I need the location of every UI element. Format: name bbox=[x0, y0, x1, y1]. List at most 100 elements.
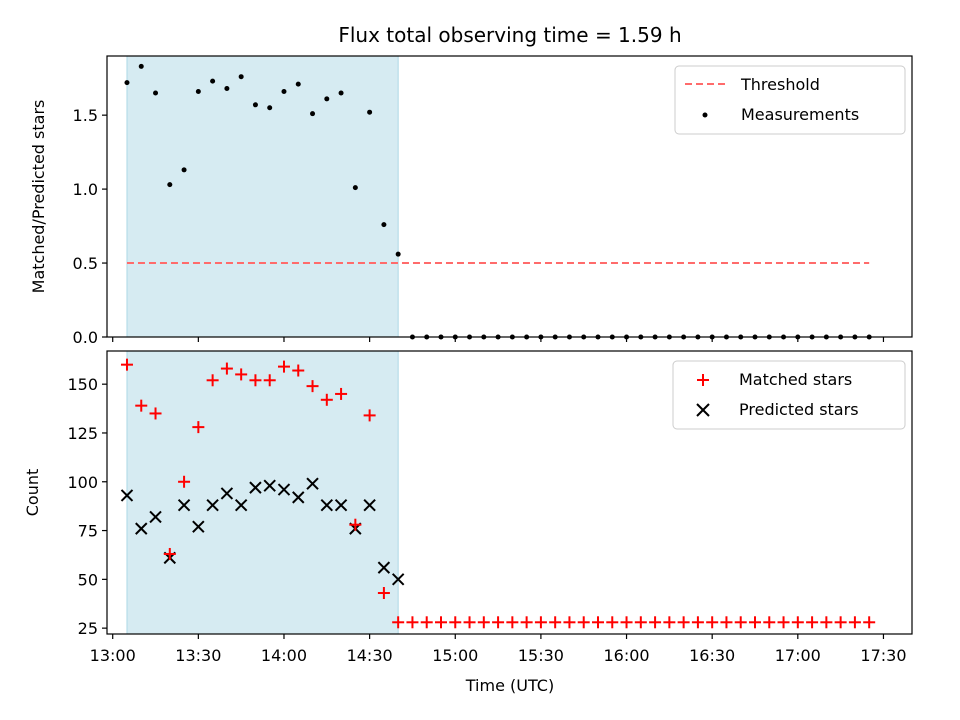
predicted-star-point bbox=[177, 498, 191, 512]
matched-star-point bbox=[748, 616, 761, 629]
measurement-point bbox=[352, 185, 358, 191]
x-tick-label: 15:30 bbox=[518, 646, 564, 665]
matched-star-point bbox=[649, 616, 662, 629]
bottom-y-axis-label: Count bbox=[23, 469, 42, 517]
y-tick-label: 1.5 bbox=[73, 106, 98, 125]
measurement-point bbox=[195, 88, 201, 94]
measurement-points bbox=[124, 63, 872, 340]
y-tick-label: 25 bbox=[78, 619, 98, 638]
matched-star-point bbox=[691, 616, 704, 629]
matched-star-point bbox=[863, 616, 876, 629]
x-tick-label: 15:00 bbox=[432, 646, 478, 665]
matched-star-point bbox=[192, 421, 205, 434]
y-tick-label: 50 bbox=[78, 570, 98, 589]
matched-star-point bbox=[506, 616, 519, 629]
predicted-star-point bbox=[334, 498, 348, 512]
measurement-point bbox=[338, 90, 344, 96]
x-axis-label: Time (UTC) bbox=[465, 676, 554, 695]
matched-star-point bbox=[492, 616, 505, 629]
predicted-star-point bbox=[192, 520, 205, 533]
matched-star-point bbox=[620, 616, 633, 629]
predicted-star-point bbox=[249, 481, 262, 494]
measurement-point bbox=[367, 109, 373, 115]
top-legend-box bbox=[674, 65, 906, 135]
matched-star-point bbox=[292, 364, 305, 377]
matched-star-point bbox=[249, 374, 262, 387]
predicted-star-point bbox=[234, 498, 248, 512]
y-tick-label: 1.0 bbox=[73, 180, 98, 199]
predicted-star-point bbox=[263, 479, 276, 492]
matched-star-point bbox=[306, 380, 319, 393]
matched-star-point bbox=[677, 616, 690, 629]
y-tick-label: 150 bbox=[67, 375, 98, 394]
bottom-legend: Matched stars Predicted stars bbox=[672, 360, 906, 430]
measurement-point bbox=[181, 167, 187, 173]
top-x-ticks bbox=[112, 337, 885, 342]
matched-star-point bbox=[120, 358, 133, 371]
x-tick-label: 14:30 bbox=[347, 646, 393, 665]
matched-star-point bbox=[135, 399, 148, 412]
measurement-point bbox=[267, 105, 273, 111]
matched-star-point bbox=[178, 475, 191, 488]
measurement-point bbox=[381, 222, 387, 228]
chart-title: Flux total observing time = 1.59 h bbox=[338, 23, 681, 47]
y-tick-label: 75 bbox=[78, 522, 98, 541]
observing-interval-shade-bottom bbox=[126, 350, 399, 635]
bottom-x-ticks: 13:00 13:30 14:00 14:30 15:00 15:30 16:00 16:30… bbox=[90, 634, 907, 665]
matched-star-point bbox=[834, 616, 847, 629]
matched-star-point bbox=[335, 387, 348, 400]
legend-threshold-label: Threshold bbox=[740, 75, 820, 94]
matched-star-point bbox=[520, 616, 533, 629]
predicted-star-point bbox=[363, 498, 376, 512]
matched-star-point bbox=[434, 616, 447, 629]
matched-star-point bbox=[277, 360, 290, 373]
top-y-ticks: 0.0 0.5 1.0 1.5 bbox=[73, 106, 107, 347]
x-tick-label: 13:30 bbox=[175, 646, 221, 665]
top-y-axis-label: Matched/Predicted stars bbox=[29, 100, 48, 294]
matched-star-point bbox=[534, 616, 547, 629]
matched-star-point bbox=[320, 393, 333, 406]
matched-star-point bbox=[163, 547, 176, 560]
matched-star-point bbox=[206, 374, 219, 387]
legend-predicted-swatch bbox=[696, 403, 710, 417]
top-legend: Threshold Measurements bbox=[674, 65, 906, 135]
predicted-star-point bbox=[277, 483, 291, 496]
y-tick-label: 125 bbox=[67, 424, 98, 443]
matched-star-point bbox=[420, 616, 433, 629]
matched-star-point bbox=[563, 616, 576, 629]
predicted-star-point bbox=[292, 491, 305, 504]
predicted-star-point bbox=[149, 510, 162, 524]
matched-star-point bbox=[463, 616, 476, 629]
matched-star-point bbox=[263, 374, 276, 387]
legend-predicted-label: Predicted stars bbox=[739, 400, 859, 419]
matched-star-point bbox=[634, 616, 647, 629]
matched-star-point bbox=[477, 616, 490, 629]
matched-star-point bbox=[791, 616, 804, 629]
measurement-point bbox=[310, 111, 316, 117]
matched-star-point bbox=[663, 616, 676, 629]
matched-star-point bbox=[349, 518, 362, 531]
matched-star-point bbox=[235, 368, 248, 381]
x-tick-label: 16:30 bbox=[689, 646, 735, 665]
matched-star-point bbox=[363, 409, 376, 422]
matched-star-point bbox=[806, 616, 819, 629]
x-tick-label: 17:00 bbox=[775, 646, 821, 665]
measurement-point bbox=[210, 78, 216, 84]
predicted-stars-points bbox=[120, 477, 405, 586]
bottom-panel-counts: 25 50 75 100 125 150 13:00 13:30 14:00 14:30 15:0… bbox=[23, 350, 913, 695]
predicted-star-point bbox=[120, 489, 134, 502]
predicted-star-point bbox=[320, 498, 334, 512]
measurement-point bbox=[252, 102, 258, 108]
x-tick-label: 16:00 bbox=[603, 646, 649, 665]
matched-star-point bbox=[406, 616, 419, 629]
matched-star-point bbox=[777, 616, 790, 629]
matched-star-point bbox=[549, 616, 562, 629]
top-panel-ratio: 0.0 0.5 1.0 1.5 Matched/Predicted stars Thr… bbox=[29, 55, 913, 347]
legend-measurements-swatch bbox=[702, 112, 708, 118]
measurement-point bbox=[167, 182, 173, 188]
y-tick-label: 0.0 bbox=[73, 328, 98, 347]
predicted-star-point bbox=[135, 522, 148, 535]
top-axes-frame bbox=[106, 55, 913, 338]
predicted-star-point bbox=[220, 487, 234, 500]
